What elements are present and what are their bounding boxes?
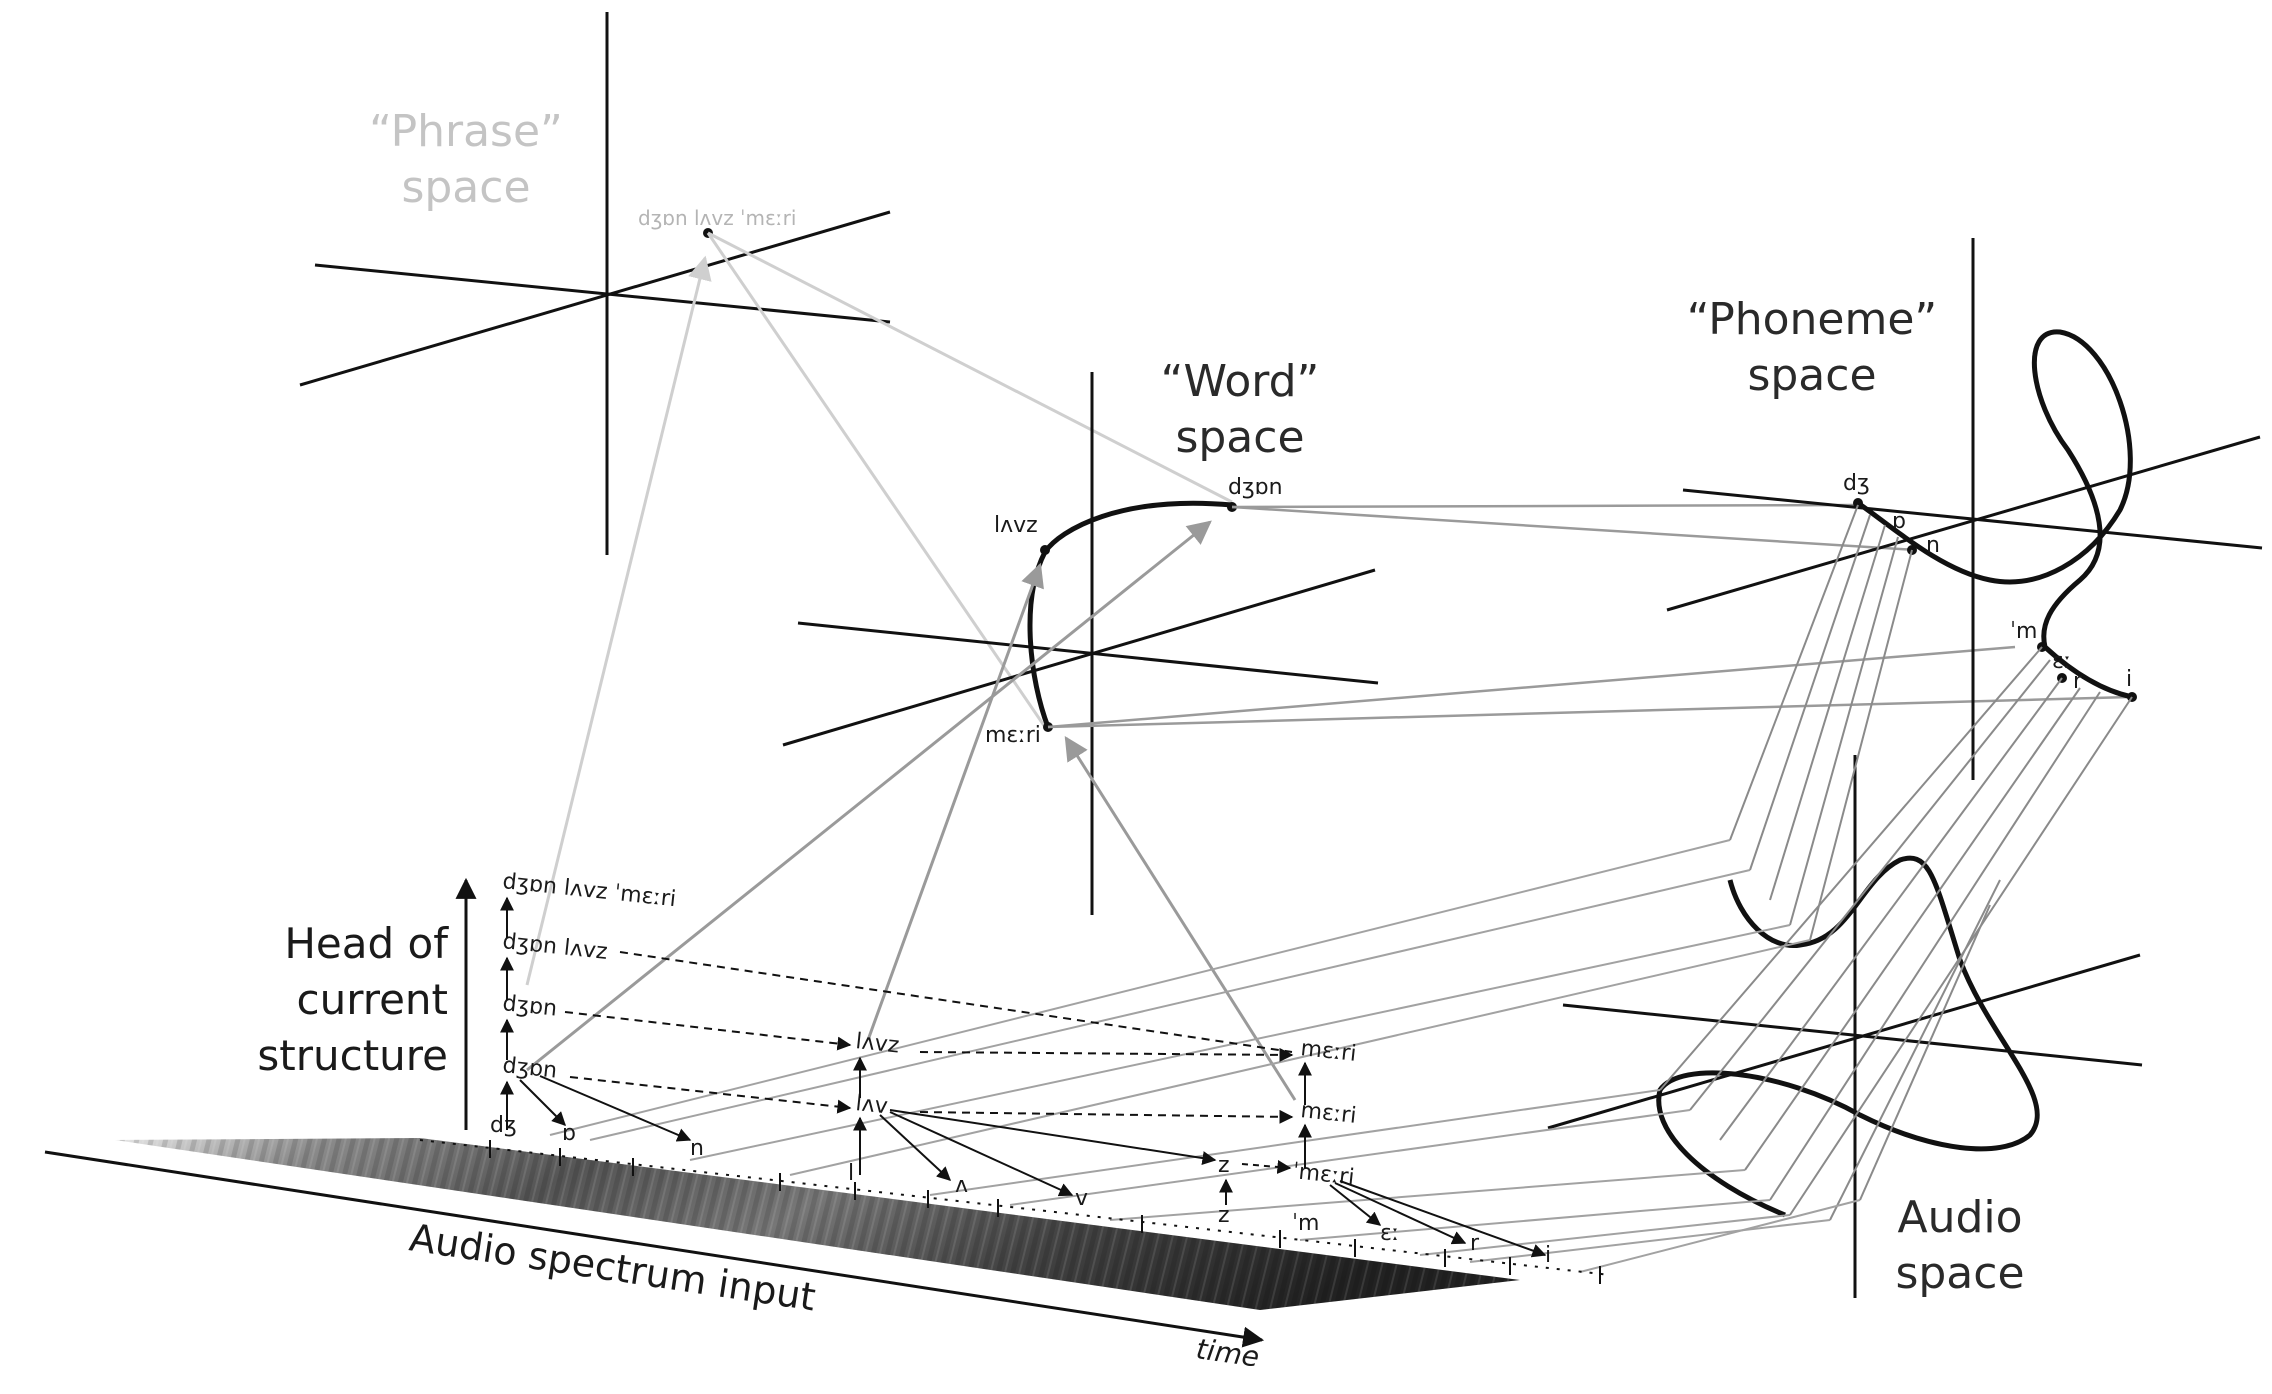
time-baseline: [419, 1139, 1611, 1284]
structure-loves-word: lʌvz: [854, 1029, 900, 1058]
phoneme-label-n: n: [1926, 533, 1940, 558]
structure-z-lower: z: [1218, 1203, 1230, 1228]
structure-level1: dʒɒn: [501, 1053, 558, 1084]
word-phoneme-connectors: [1047, 503, 2131, 729]
time-axis: [44, 1150, 1265, 1348]
phoneme-label-r: r: [2073, 669, 2083, 694]
phrase-connector-from-head: [525, 255, 712, 986]
audio-title-line2: space: [1895, 1248, 2024, 1299]
phoneme-trajectory: [1856, 329, 2133, 700]
decomposition-arrows: [519, 1075, 1547, 1258]
word-title-line2: space: [1175, 412, 1304, 463]
word-label-mary: mɛːri: [985, 723, 1041, 748]
phone-a: ʌ: [955, 1173, 968, 1198]
audio-phoneme-ribbons: [1659, 504, 2133, 1221]
phrase-space: dʒɒn lʌvz ˈmɛːri “Phrase” space: [299, 12, 891, 555]
audio-title-line1: Audio: [1897, 1192, 2022, 1243]
phrase-title-line2: space: [401, 162, 530, 213]
word-connector-mary: [1064, 735, 1297, 1101]
phrase-axis-diagonal: [299, 210, 891, 387]
phoneme-label-dz: dʒ: [1843, 471, 1870, 496]
word-label-loves: lʌvz: [994, 513, 1038, 538]
phoneme-label-e: ɛː: [2052, 649, 2071, 674]
phoneme-label-i: i: [2126, 667, 2132, 692]
structure-axis: Head of current structure: [257, 877, 477, 1130]
connector-mary-i: [1047, 695, 2131, 729]
word-connectors: [526, 520, 1297, 1101]
phone-o: ɒ: [562, 1121, 576, 1146]
structure-level4: dʒɒn lʌvz ˈmɛːri: [501, 869, 677, 912]
word-axis-diagonal: [782, 568, 1376, 747]
structure-mary-partial: mɛːri: [1299, 1098, 1357, 1129]
phone-r: r: [1470, 1231, 1480, 1256]
phoneme-axis-diagonal: [1666, 435, 2261, 612]
phone-i: i: [1545, 1243, 1551, 1268]
phoneme-space: dʒ ɒ n ˈm ɛː r i “Phoneme” space: [1666, 238, 2263, 780]
dotted-baseline: [419, 1139, 1611, 1276]
head-label-line2: current: [296, 975, 448, 1024]
phone-l: l: [848, 1161, 854, 1186]
word-connector-loves: [866, 562, 1044, 1041]
phone-labels: dʒ ɒ n l ʌ v ˈm ɛː r i: [490, 1113, 1551, 1268]
word-connector-john: [526, 520, 1212, 1072]
dashed-level-lines: [564, 951, 1294, 1124]
phrase-connector-to-john: [707, 231, 1233, 504]
phoneme-label-m: ˈm: [2010, 619, 2037, 644]
connector-john-dz: [1231, 503, 1859, 509]
spectrum-texture: [115, 1138, 1520, 1310]
phrase-axis-horizontal: [314, 263, 891, 324]
structure-level2: dʒɒn: [501, 991, 558, 1022]
word-space: dʒɒn lʌvz mɛːri “Word” space: [782, 356, 1379, 915]
word-label-john: dʒɒn: [1228, 475, 1283, 500]
head-label-line1: Head of: [284, 919, 449, 968]
phrase-title-line1: “Phrase”: [369, 106, 563, 157]
phoneme-axis-horizontal: [1682, 488, 2263, 550]
composition-arrows: [500, 896, 1312, 1205]
phoneme-point-dz: [1853, 498, 1863, 508]
spectrum-audio-ribbons: [549, 839, 1861, 1273]
structure-z-upper: z: [1218, 1153, 1230, 1178]
head-label-line3: structure: [257, 1031, 448, 1080]
phoneme-title-line2: space: [1747, 350, 1876, 401]
connector-mary-m: [1047, 645, 2016, 729]
phone-dz: dʒ: [490, 1113, 517, 1138]
word-title-line1: “Word”: [1161, 356, 1320, 407]
phoneme-title-line1: “Phoneme”: [1687, 294, 1937, 345]
phone-m: ˈm: [1292, 1211, 1319, 1236]
phoneme-label-o: ɒ: [1892, 509, 1906, 534]
phone-n: n: [690, 1136, 704, 1161]
phone-v: v: [1075, 1186, 1088, 1211]
audio-axis-diagonal: [1547, 953, 2141, 1130]
structure-mary-word: mɛːri: [1299, 1036, 1357, 1067]
connector-john-n: [1231, 505, 1917, 552]
word-axis-horizontal: [797, 621, 1379, 685]
structure-level3: dʒɒn lʌvz: [501, 929, 608, 965]
phrase-point-label: dʒɒn lʌvz ˈmɛːri: [638, 206, 796, 230]
phone-e: ɛː: [1380, 1221, 1399, 1246]
phrase-connectors: [525, 231, 1233, 986]
structure-mary-stressed: ˈmɛːri: [1291, 1159, 1355, 1190]
word-trajectory: [1027, 500, 1233, 728]
audio-axis-horizontal: [1562, 1003, 2143, 1067]
phrase-connector-to-mary: [706, 232, 1047, 728]
word-point-loves: [1040, 545, 1050, 555]
